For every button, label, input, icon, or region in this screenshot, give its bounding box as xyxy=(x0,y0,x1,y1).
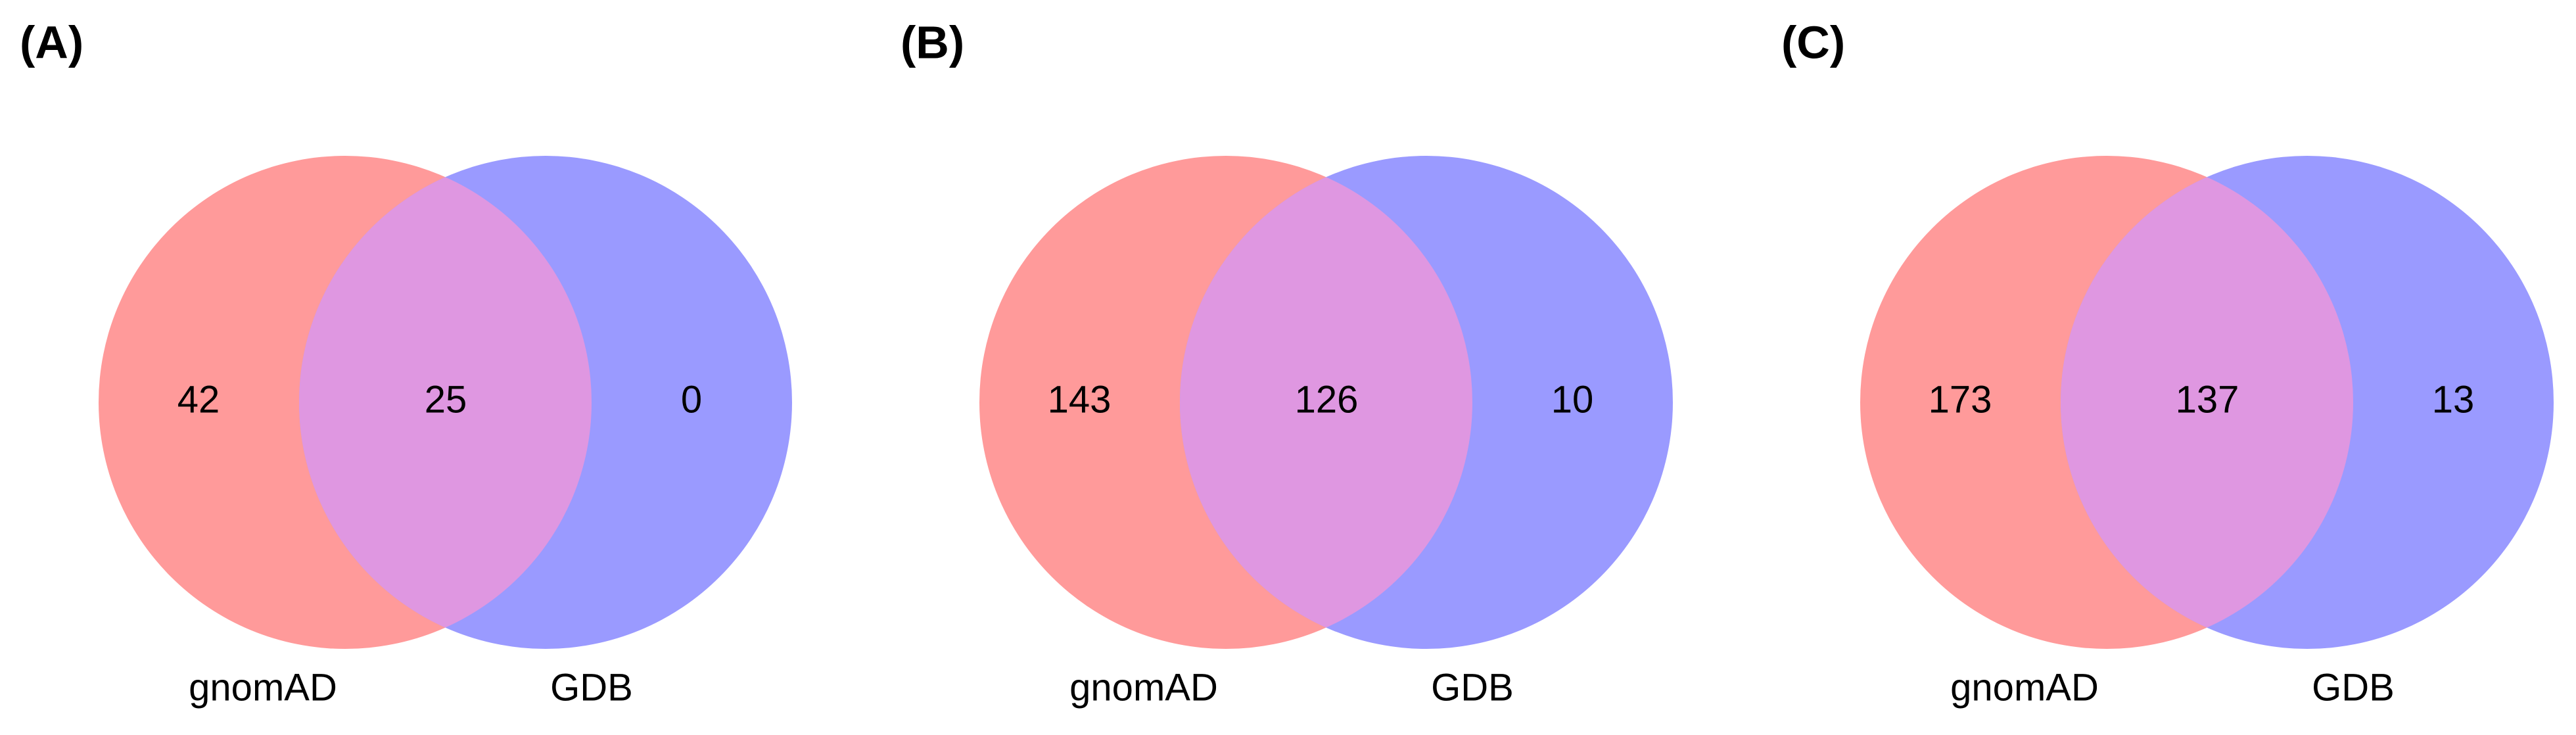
set-name: gnomAD xyxy=(1950,666,2099,709)
region-count: 143 xyxy=(1048,378,1112,421)
region-count: 25 xyxy=(425,378,467,421)
set-name: gnomAD xyxy=(1069,666,1218,709)
set-name: gnomAD xyxy=(189,666,337,709)
region-count: 42 xyxy=(177,378,220,421)
region-count: 13 xyxy=(2432,378,2475,421)
panel-title: (C) xyxy=(1781,16,1845,68)
set-name: GDB xyxy=(2312,666,2395,709)
venn-panel: (C) 173 137 13 gnomAD GDB xyxy=(1781,16,2554,709)
region-count: 0 xyxy=(681,378,702,421)
region-count: 173 xyxy=(1929,378,1992,421)
panel-title: (A) xyxy=(20,16,83,68)
region-count: 137 xyxy=(2176,378,2239,421)
region-count: 126 xyxy=(1295,378,1359,421)
overlap-region xyxy=(299,156,592,649)
venn-panel: (A) 42 25 0 gnomAD GDB xyxy=(20,16,792,709)
set-name: GDB xyxy=(550,666,633,709)
overlap-region xyxy=(2061,156,2353,649)
overlap-region xyxy=(1180,156,1472,649)
panel-title: (B) xyxy=(901,16,964,68)
venn-panel: (B) 143 126 10 gnomAD GDB xyxy=(901,16,1673,709)
set-name: GDB xyxy=(1431,666,1514,709)
region-count: 10 xyxy=(1551,378,1594,421)
